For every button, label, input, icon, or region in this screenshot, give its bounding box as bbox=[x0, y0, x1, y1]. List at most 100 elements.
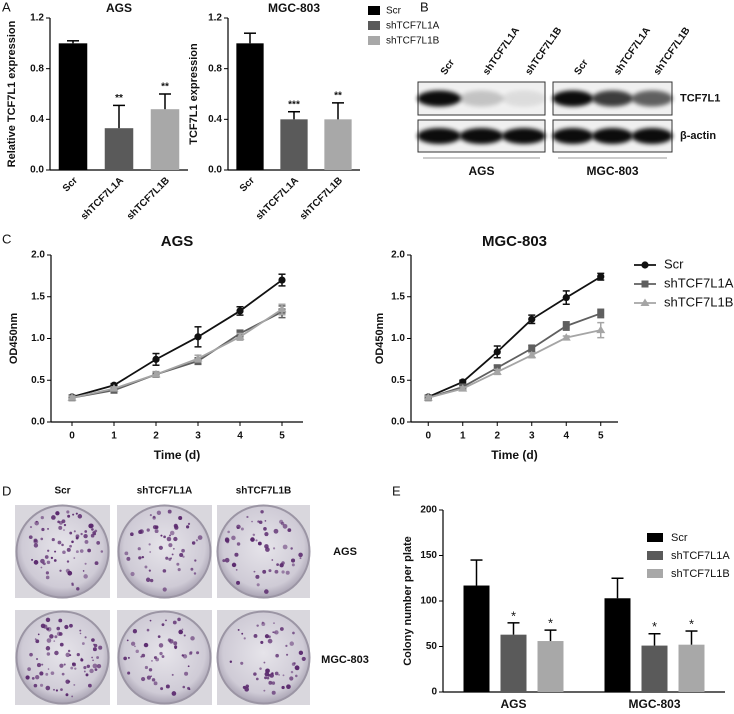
colony-dot bbox=[271, 690, 276, 695]
colony-dot bbox=[265, 547, 270, 552]
colony-dot bbox=[153, 656, 156, 659]
y-tick-label: 0.0 bbox=[30, 165, 44, 176]
colony-dot bbox=[62, 550, 66, 555]
colony-dot bbox=[148, 668, 153, 672]
point bbox=[152, 355, 160, 363]
colony-dot bbox=[84, 539, 89, 544]
blot-lane-label: shTCF7L1B bbox=[652, 25, 693, 77]
colony-dot bbox=[296, 667, 300, 671]
colony-dot bbox=[281, 685, 285, 690]
colony-dot bbox=[29, 525, 33, 529]
colony-dot bbox=[75, 534, 80, 539]
x-tick-label: 5 bbox=[279, 431, 285, 442]
point bbox=[458, 384, 468, 392]
colony-dot bbox=[189, 651, 193, 654]
colony-dot bbox=[75, 512, 78, 515]
colony-row-label: MGC-803 bbox=[321, 654, 369, 666]
colony-dot bbox=[127, 671, 131, 675]
colony-dot bbox=[269, 673, 274, 678]
colony-dot bbox=[85, 673, 89, 677]
colony-dot bbox=[71, 695, 74, 698]
x-tick-label: shTCF7L1A bbox=[79, 175, 126, 222]
colony-dot bbox=[264, 634, 270, 639]
x-axis-label: Time (d) bbox=[491, 448, 537, 462]
colony-dot bbox=[253, 634, 258, 638]
colony-dot bbox=[53, 559, 57, 562]
colony-dot bbox=[141, 676, 146, 682]
colony-dot bbox=[84, 530, 88, 533]
colony-dot bbox=[165, 556, 169, 560]
colony-dot bbox=[243, 637, 246, 640]
colony-dot bbox=[35, 657, 39, 661]
colony-dot bbox=[57, 540, 62, 545]
significance: * bbox=[548, 616, 553, 631]
colony-dot bbox=[274, 630, 279, 635]
x-tick-label: MGC-803 bbox=[628, 697, 680, 711]
colony-dot bbox=[65, 652, 71, 658]
colony-dot bbox=[264, 671, 270, 677]
colony-dot bbox=[286, 653, 289, 656]
colony-dot bbox=[40, 558, 45, 564]
colony-dot bbox=[256, 583, 260, 587]
colony-dot bbox=[183, 634, 186, 637]
dish bbox=[216, 610, 311, 705]
colony-dot bbox=[134, 645, 136, 648]
colony-dot bbox=[149, 619, 152, 622]
bar bbox=[150, 109, 180, 170]
colony-dot bbox=[275, 653, 279, 658]
colony-dot bbox=[151, 678, 156, 682]
legend-swatch bbox=[368, 6, 380, 15]
colony-dot bbox=[59, 520, 63, 525]
colony-dot bbox=[241, 632, 244, 635]
colony-dot bbox=[50, 556, 54, 560]
point bbox=[527, 350, 537, 359]
colony-dot bbox=[40, 623, 46, 629]
colony-dot bbox=[290, 670, 294, 674]
colony-dot bbox=[173, 536, 178, 542]
colony-dot bbox=[67, 514, 71, 518]
y-tick-label: 2.0 bbox=[391, 250, 405, 261]
blot-row-label: β-actin bbox=[680, 130, 716, 142]
colony-dot bbox=[166, 536, 172, 542]
point bbox=[641, 261, 649, 269]
colony-dot bbox=[46, 627, 50, 631]
x-tick-label: Scr bbox=[238, 175, 257, 194]
colony-dot bbox=[182, 555, 185, 558]
colony-dot bbox=[39, 671, 44, 676]
colony-dot bbox=[235, 568, 238, 571]
blot-lane-label: shTCF7L1B bbox=[523, 25, 564, 77]
point bbox=[562, 293, 570, 302]
colony-dot bbox=[59, 569, 62, 572]
blot-band bbox=[631, 90, 673, 107]
x-tick-label: 2 bbox=[153, 431, 159, 442]
colony-dot bbox=[87, 548, 92, 553]
significance: *** bbox=[288, 99, 300, 110]
colony-dot bbox=[40, 516, 44, 520]
colony-dot bbox=[34, 638, 37, 640]
colony-dot bbox=[273, 622, 275, 624]
colony-dot bbox=[141, 653, 146, 658]
legend-label: shTCF7L1B bbox=[386, 36, 440, 47]
colony-dot bbox=[181, 654, 185, 657]
colony-dot bbox=[130, 532, 134, 537]
colony-dot bbox=[89, 668, 94, 674]
colony-dot bbox=[96, 541, 101, 545]
colony-dot bbox=[250, 537, 255, 542]
colony-dot bbox=[144, 565, 148, 569]
chart-title: AGS bbox=[106, 1, 132, 15]
colony-column-label: shTCF7L1A bbox=[137, 486, 193, 497]
colony-dot bbox=[190, 567, 194, 571]
colony-dot bbox=[264, 589, 269, 594]
y-axis-label: Colony number per plate bbox=[402, 536, 414, 666]
significance: ** bbox=[115, 93, 123, 104]
colony-dot bbox=[158, 545, 163, 550]
colony-dot bbox=[73, 557, 76, 559]
colony-dot bbox=[74, 667, 77, 670]
colony-dot bbox=[172, 547, 175, 550]
bar bbox=[324, 119, 352, 170]
point bbox=[597, 273, 605, 281]
colony-dot bbox=[93, 643, 98, 648]
colony-dot bbox=[158, 643, 164, 648]
colony-dot bbox=[165, 619, 167, 622]
